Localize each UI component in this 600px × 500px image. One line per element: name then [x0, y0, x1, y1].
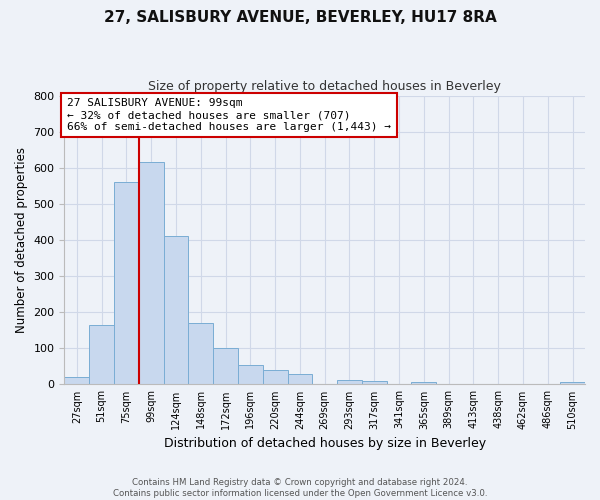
Bar — [238, 366, 263, 384]
Title: Size of property relative to detached houses in Beverley: Size of property relative to detached ho… — [148, 80, 501, 93]
Text: 27 SALISBURY AVENUE: 99sqm
← 32% of detached houses are smaller (707)
66% of sem: 27 SALISBURY AVENUE: 99sqm ← 32% of deta… — [67, 98, 391, 132]
Bar — [560, 382, 585, 384]
Bar — [287, 374, 313, 384]
X-axis label: Distribution of detached houses by size in Beverley: Distribution of detached houses by size … — [164, 437, 486, 450]
Bar — [64, 377, 89, 384]
Bar — [412, 382, 436, 384]
Bar — [89, 325, 114, 384]
Bar — [263, 370, 287, 384]
Bar — [164, 236, 188, 384]
Bar — [114, 182, 139, 384]
Bar — [188, 323, 213, 384]
Bar — [337, 380, 362, 384]
Bar — [362, 381, 386, 384]
Bar — [139, 162, 164, 384]
Y-axis label: Number of detached properties: Number of detached properties — [15, 147, 28, 333]
Text: 27, SALISBURY AVENUE, BEVERLEY, HU17 8RA: 27, SALISBURY AVENUE, BEVERLEY, HU17 8RA — [104, 10, 496, 25]
Bar — [213, 348, 238, 384]
Text: Contains HM Land Registry data © Crown copyright and database right 2024.
Contai: Contains HM Land Registry data © Crown c… — [113, 478, 487, 498]
